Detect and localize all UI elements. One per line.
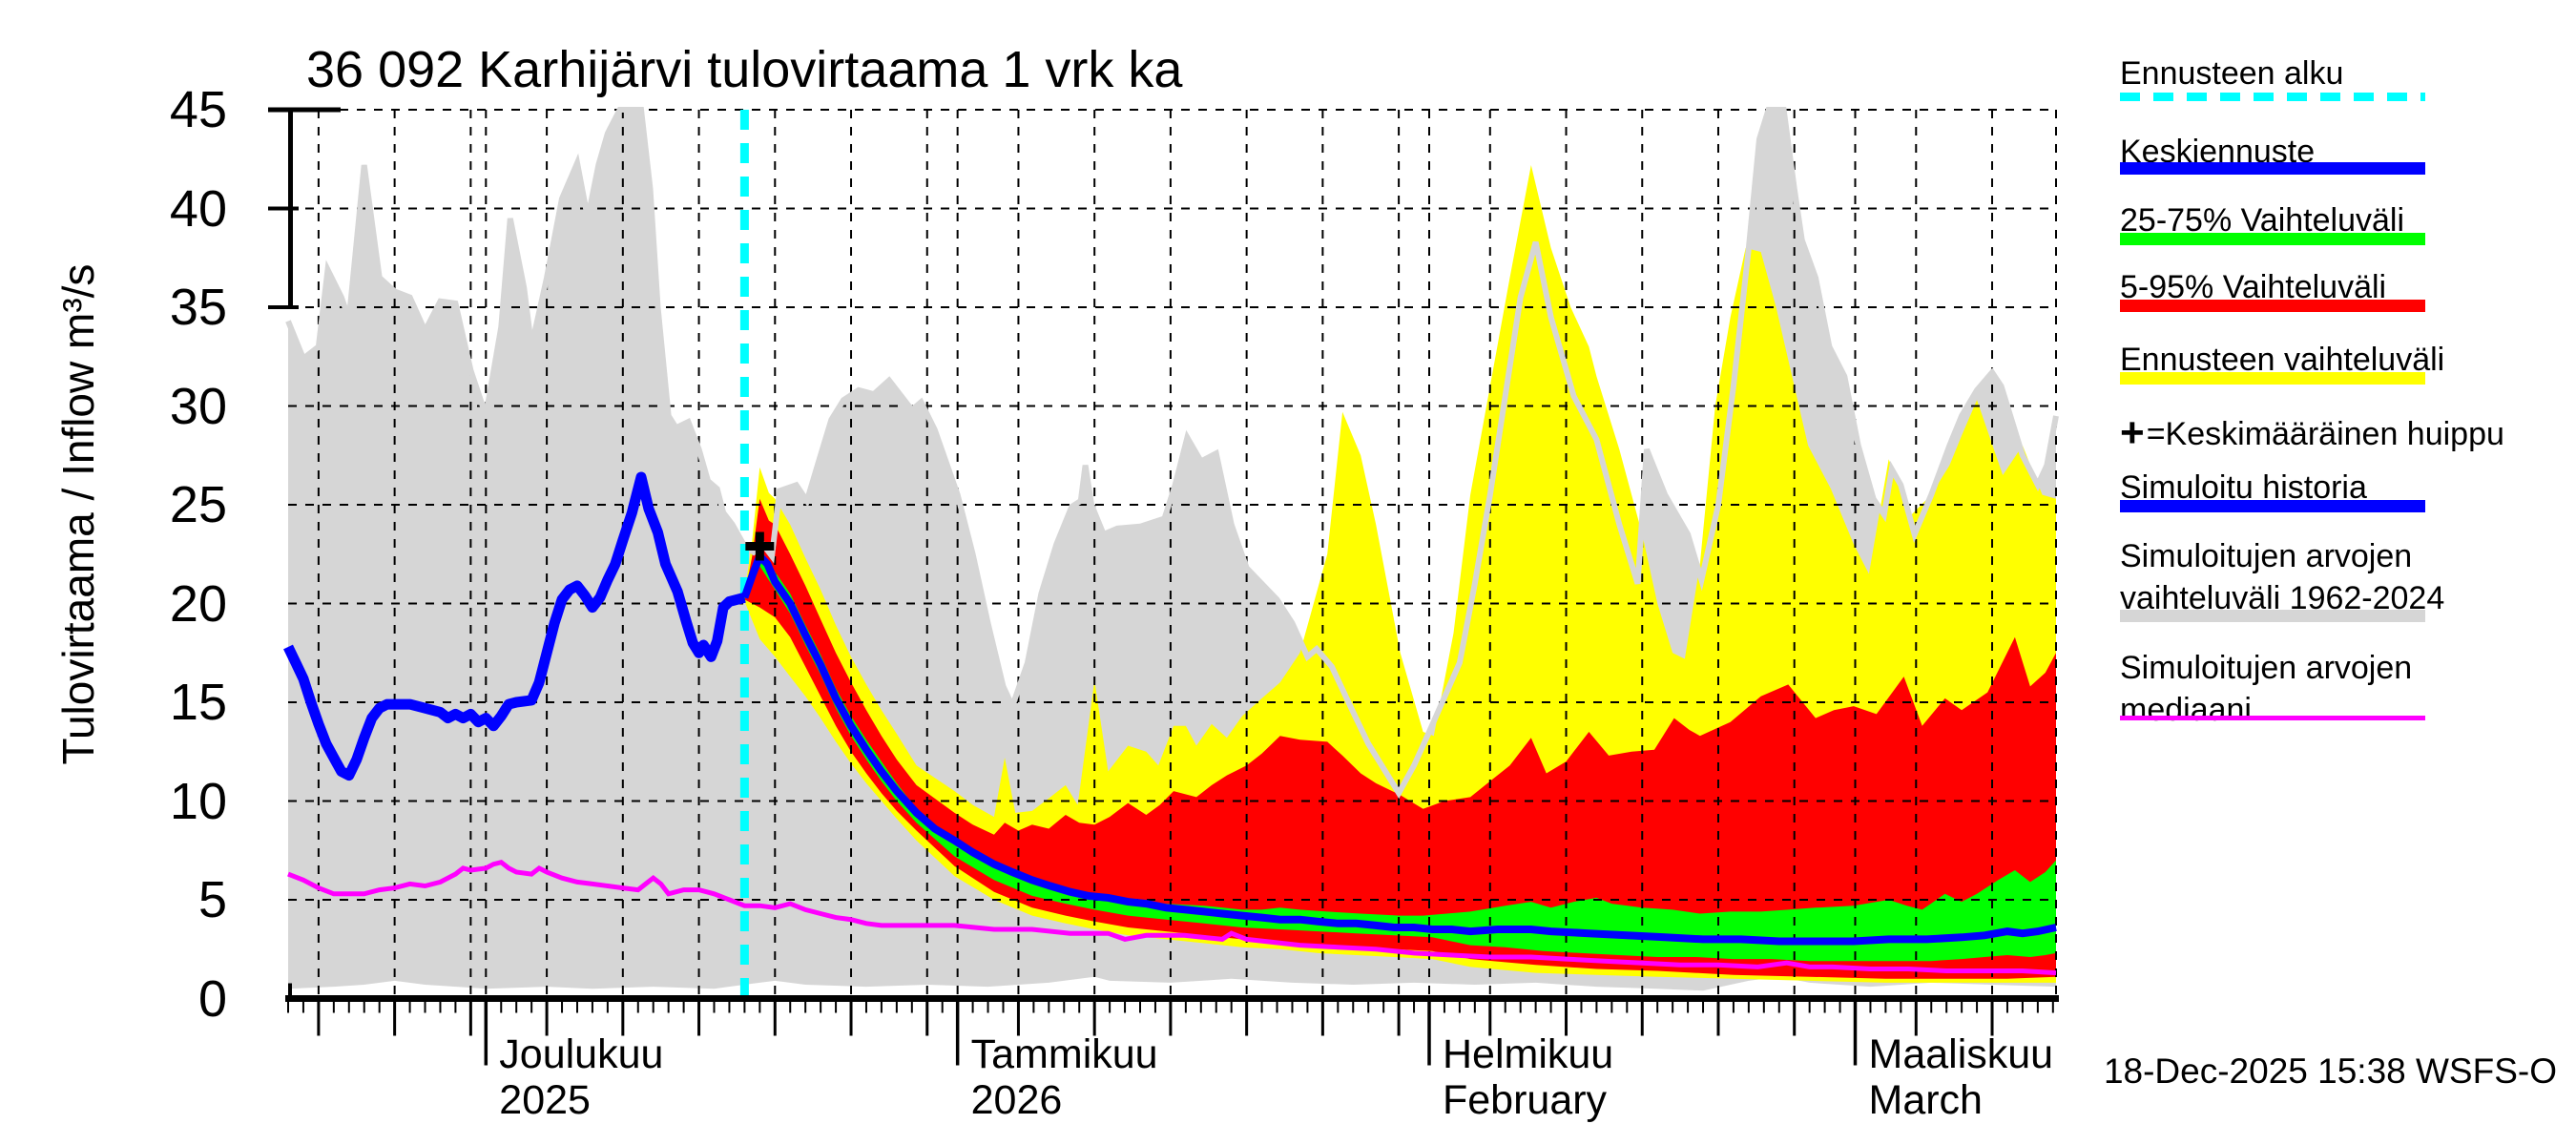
month-sublabel: 2025 — [499, 1077, 591, 1123]
legend-item-label: Ennusteen alku — [2120, 55, 2344, 92]
legend-item-label: +=Keskimääräinen huippu — [2120, 409, 2504, 456]
legend-swatch-bar — [2120, 233, 2425, 245]
forecast-mean-line — [740, 549, 2057, 946]
y-tick-label: 35 — [169, 279, 227, 336]
month-label: Joulukuu — [499, 1031, 664, 1077]
legend-swatch-bar — [2120, 372, 2425, 385]
y-tick-label: 0 — [197, 969, 227, 1028]
month-sublabel: 2026 — [970, 1077, 1063, 1123]
range-5-95-area — [744, 498, 2056, 979]
legend-swatch-bar — [2120, 610, 2425, 622]
month-sublabel: March — [1868, 1077, 1983, 1123]
y-tick-label: 45 — [169, 81, 227, 138]
month-label: Maaliskuu — [1868, 1031, 2054, 1077]
legend-swatch-bar — [2120, 300, 2425, 312]
legend-item-label: 5-95% Vaihteluväli — [2120, 269, 2387, 305]
month-label: Tammikuu — [970, 1031, 1158, 1077]
y-tick-label: 40 — [169, 179, 227, 238]
timestamp: 18-Dec-2025 15:38 WSFS-O — [2103, 1051, 2557, 1091]
legend-swatch-bar — [2120, 162, 2425, 175]
y-tick-label: 25 — [169, 476, 227, 533]
y-tick-label: 10 — [169, 772, 227, 830]
y-tick-label: 15 — [169, 674, 227, 731]
legend-item-label: Simuloitu historia — [2120, 469, 2367, 506]
legend-item-label: Simuloitujen arvojen — [2120, 538, 2413, 574]
simulated-range-upper-line — [285, 107, 2059, 800]
plus-marker-icon: + — [2120, 409, 2145, 456]
legend-item-label: 25-75% Vaihteluväli — [2120, 202, 2404, 239]
y-tick-label: 20 — [169, 574, 227, 633]
range-25-75-area — [744, 548, 2056, 962]
legend-item-label: Simuloitujen arvojen — [2120, 650, 2413, 686]
legend-swatch-line — [2120, 716, 2425, 720]
y-tick-label: 5 — [197, 871, 227, 928]
month-label: Helmikuu — [1442, 1031, 1614, 1077]
month-sublabel: February — [1442, 1077, 1608, 1123]
legend-item-label2: mediaani — [2120, 692, 2252, 728]
y-tick-label: 30 — [169, 377, 227, 435]
legend-swatch-dashed — [2120, 93, 2425, 101]
simulated-median-line — [287, 859, 2057, 976]
chart-title: 36 092 Karhijärvi tulovirtaama 1 vrk ka — [306, 41, 1183, 98]
simulated-history-line — [283, 471, 746, 781]
legend-swatch-bar — [2120, 500, 2425, 512]
legend-item-label: Ennusteen vaihteluväli — [2120, 342, 2445, 378]
